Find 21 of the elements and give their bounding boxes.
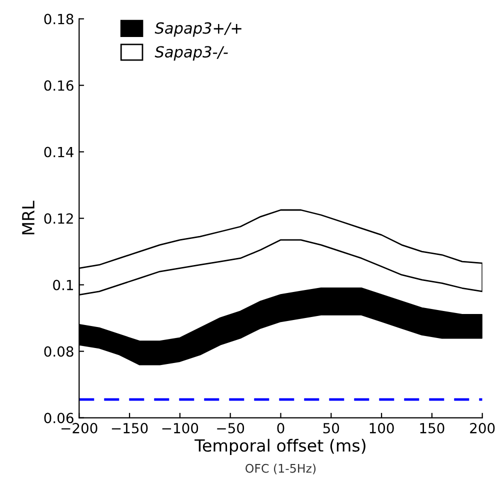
x-tick-label: 200 bbox=[470, 422, 495, 434]
x-tick-label: −100 bbox=[162, 422, 198, 434]
x-tick-label: 0 bbox=[277, 422, 284, 434]
y-tick-label: 0.08 bbox=[44, 346, 74, 357]
legend-label: Sapap3-/- bbox=[154, 46, 228, 61]
y-tick-label: 0.12 bbox=[44, 213, 73, 224]
y-tick-label: 0.16 bbox=[44, 80, 74, 91]
x-tick-label: −200 bbox=[62, 422, 98, 434]
y-tick-label: 0.18 bbox=[44, 14, 74, 24]
x-tick-label: 150 bbox=[420, 422, 444, 434]
legend-label: Sapap3+/+ bbox=[154, 22, 242, 37]
x-tick-label: 50 bbox=[323, 422, 340, 434]
y-tick-label: 0.06 bbox=[44, 412, 74, 424]
y-tick-label: 0.1 bbox=[53, 280, 73, 290]
y-tick-label: 0.14 bbox=[44, 146, 74, 158]
x-axis-title: Temporal offset (ms) bbox=[194, 438, 366, 456]
x-tick-label: 100 bbox=[370, 422, 394, 434]
x-tick-label: −50 bbox=[217, 422, 244, 434]
text: OFC (1-5Hz) bbox=[246, 464, 316, 474]
y-axis-title: MRL bbox=[22, 200, 34, 234]
x-tick-label: −150 bbox=[112, 422, 148, 434]
